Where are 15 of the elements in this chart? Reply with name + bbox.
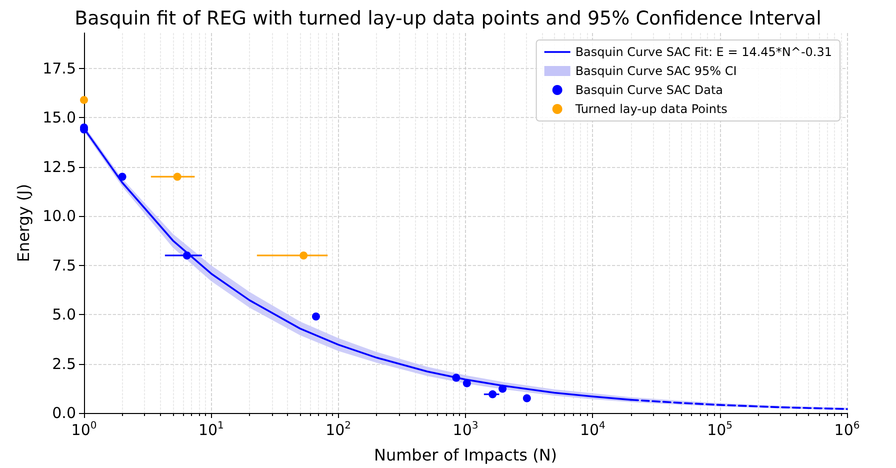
y-tick-label: 12.5 <box>42 158 76 176</box>
y-tick-label: 17.5 <box>42 59 76 78</box>
legend-label: Turned lay-up data Points <box>574 102 728 116</box>
y-tick-label: 0.0 <box>52 404 76 422</box>
y-tick-label: 5.0 <box>52 306 76 324</box>
legend-label: Basquin Curve SAC Fit: E = 14.45*N^-0.31 <box>575 45 832 59</box>
y-tick-label: 7.5 <box>52 256 76 274</box>
legend-label: Basquin Curve SAC Data <box>575 83 724 97</box>
x-axis-title: Number of Impacts (N) <box>374 446 558 464</box>
chart-title: Basquin fit of REG with turned lay-up data points and 95% Confidence Interval <box>74 8 822 30</box>
y-tick-label: 15.0 <box>42 108 76 127</box>
y-axis-title: Energy (J) <box>14 184 34 262</box>
y-tick-label: 10.0 <box>42 207 76 226</box>
y-tick-label: 2.5 <box>52 354 76 373</box>
legend-label: Basquin Curve SAC 95% CI <box>575 64 737 78</box>
